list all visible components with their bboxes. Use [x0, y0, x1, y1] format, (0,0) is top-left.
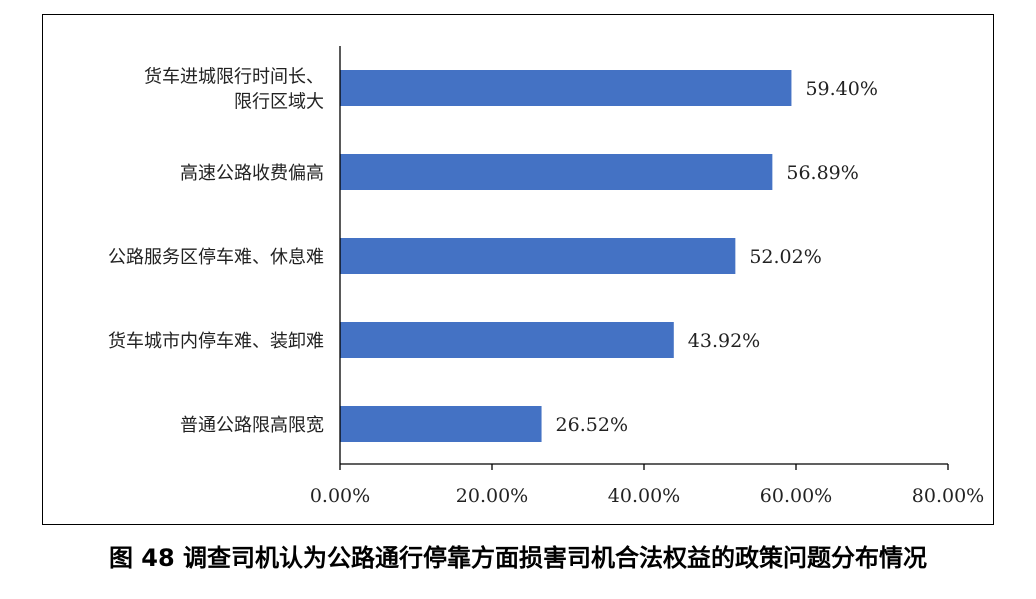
x-tick-label-4: 80.00%: [912, 485, 984, 507]
category-label-2: 公路服务区停车难、休息难: [108, 247, 324, 268]
figure-caption: 图 48 调查司机认为公路通行停靠方面损害司机合法权益的政策问题分布情况: [108, 544, 928, 572]
category-label-1: 高速公路收费偏高: [180, 163, 324, 184]
category-label-3: 货车城市内停车难、装卸难: [108, 331, 324, 352]
bar-value-label-4: 26.52%: [556, 414, 628, 436]
category-label-0-line-0: 货车进城限行时间长、: [144, 67, 324, 88]
category-label-0-line-1: 限行区域大: [234, 92, 324, 113]
chart-frame: [42, 14, 994, 525]
bar-4: [340, 406, 542, 442]
bar-2: [340, 238, 736, 274]
x-tick-label-3: 60.00%: [760, 485, 832, 507]
bar-value-label-2: 52.02%: [749, 246, 821, 268]
bar-1: [340, 154, 773, 190]
x-tick-label-0: 0.00%: [310, 485, 370, 507]
bar-value-label-0: 59.40%: [805, 78, 877, 100]
x-tick-label-1: 20.00%: [456, 485, 528, 507]
bar-3: [340, 322, 674, 358]
bar-chart: 59.40% 货车进城限行时间长、限行区域大 56.89% 高速公路收费偏高 52.02…: [108, 46, 984, 507]
category-label-4: 普通公路限高限宽: [180, 415, 324, 436]
x-tick-label-2: 40.00%: [608, 485, 680, 507]
bar-value-label-1: 56.89%: [786, 162, 858, 184]
bar-0: [340, 70, 792, 106]
bar-value-label-3: 43.92%: [688, 330, 760, 352]
